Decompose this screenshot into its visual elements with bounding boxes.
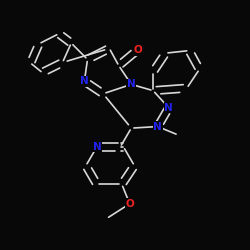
Text: N: N: [164, 103, 173, 113]
Text: N: N: [92, 142, 101, 152]
Text: O: O: [125, 199, 134, 209]
Text: O: O: [133, 45, 142, 55]
Text: N: N: [127, 80, 136, 90]
Text: N: N: [154, 122, 162, 132]
Text: N: N: [80, 76, 89, 86]
